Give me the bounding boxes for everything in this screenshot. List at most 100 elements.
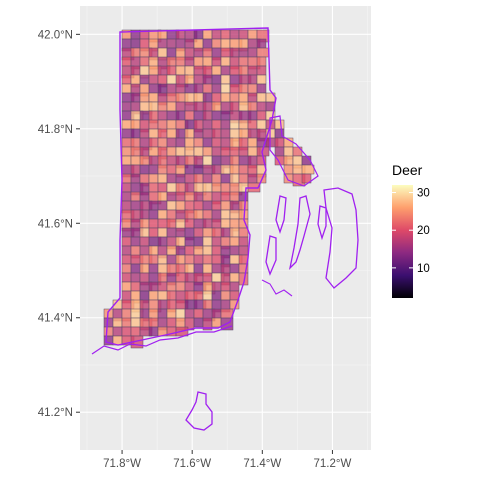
- deer-cell: [202, 110, 213, 121]
- deer-cell: [121, 245, 132, 256]
- deer-cell: [211, 74, 222, 85]
- deer-cell: [184, 218, 195, 229]
- deer-cell: [139, 74, 150, 85]
- deer-cell: [148, 218, 159, 229]
- deer-cell: [148, 119, 159, 130]
- deer-cell: [211, 38, 222, 49]
- deer-cell: [193, 128, 204, 139]
- deer-cell: [220, 29, 231, 40]
- deer-cell: [184, 254, 195, 265]
- deer-cell: [148, 263, 159, 274]
- deer-cell: [121, 263, 132, 274]
- deer-cell: [229, 119, 240, 130]
- deer-cell: [166, 56, 177, 67]
- deer-cell: [229, 227, 240, 238]
- deer-cell: [229, 29, 240, 40]
- deer-cell: [112, 326, 123, 337]
- deer-cell: [166, 173, 177, 184]
- island-outline: [323, 187, 359, 289]
- deer-cell: [211, 308, 222, 319]
- island-outline: [288, 195, 311, 270]
- deer-cell: [193, 209, 204, 220]
- deer-cell: [157, 200, 168, 211]
- south-shore-outline: [91, 325, 233, 355]
- deer-cell: [139, 92, 150, 103]
- deer-cell: [184, 164, 195, 175]
- deer-cell: [211, 317, 222, 328]
- deer-cell: [202, 47, 213, 58]
- deer-cell: [193, 83, 204, 94]
- state-outline: [91, 27, 359, 431]
- deer-cell: [256, 101, 267, 112]
- deer-cell: [202, 290, 213, 301]
- deer-cell: [202, 137, 213, 148]
- deer-cell: [157, 164, 168, 175]
- deer-cell: [175, 101, 186, 112]
- deer-cell: [202, 92, 213, 103]
- deer-cell: [220, 308, 234, 319]
- deer-cell: [148, 317, 159, 328]
- deer-cell: [211, 146, 222, 157]
- deer-cell: [238, 29, 249, 40]
- deer-cell: [274, 119, 285, 130]
- deer-cell: [220, 65, 231, 76]
- deer-cell: [166, 200, 177, 211]
- deer-cell: [211, 65, 222, 76]
- deer-cell: [157, 236, 168, 247]
- deer-cell: [193, 227, 204, 238]
- deer-cell: [211, 29, 222, 40]
- deer-cell: [148, 92, 159, 103]
- deer-cell: [175, 245, 186, 256]
- y-tick-label: 41.4°N: [38, 313, 73, 325]
- deer-cell: [148, 254, 159, 265]
- deer-cell: [238, 56, 249, 67]
- deer-cell: [157, 227, 168, 238]
- deer-cell: [229, 92, 240, 103]
- deer-cell: [247, 92, 258, 103]
- deer-cell: [274, 137, 285, 148]
- deer-cell: [175, 56, 186, 67]
- deer-cell: [175, 146, 186, 157]
- deer-cell: [238, 146, 249, 157]
- deer-cell: [157, 281, 168, 292]
- y-tick-label: 41.6°N: [38, 218, 73, 230]
- deer-cell: [238, 47, 249, 58]
- deer-cell: [184, 308, 195, 319]
- deer-cell: [175, 191, 186, 202]
- deer-cell: [211, 137, 222, 148]
- deer-cell: [202, 236, 213, 247]
- deer-cell: [211, 290, 222, 301]
- deer-cell: [211, 119, 222, 130]
- deer-cell: [274, 146, 285, 157]
- deer-cell: [229, 164, 240, 175]
- deer-cell: [229, 47, 240, 58]
- deer-cell: [202, 182, 213, 193]
- deer-cell: [121, 155, 132, 166]
- y-tick-label: 41.2°N: [38, 407, 73, 419]
- deer-cell: [148, 209, 159, 220]
- deer-cell: [148, 173, 159, 184]
- deer-cell: [184, 281, 195, 292]
- deer-cell: [166, 65, 177, 76]
- deer-cell: [139, 263, 150, 274]
- deer-cell: [283, 164, 294, 175]
- deer-cell: [175, 281, 186, 292]
- deer-cell: [193, 137, 204, 148]
- deer-cell: [193, 254, 204, 265]
- deer-cell: [238, 65, 249, 76]
- deer-cell: [121, 191, 132, 202]
- deer-cell: [193, 308, 204, 319]
- deer-cell: [220, 83, 231, 94]
- deer-cell: [211, 182, 222, 193]
- deer-cell: [184, 128, 195, 139]
- deer-cell: [166, 218, 177, 229]
- x-tick-label: 71.4°W: [243, 458, 281, 470]
- legend-title: Deer: [392, 162, 423, 178]
- deer-cell: [121, 236, 132, 247]
- deer-cell: [256, 83, 267, 94]
- deer-cell: [202, 245, 213, 256]
- deer-cell: [211, 200, 222, 211]
- deer-cell: [139, 164, 150, 175]
- deer-cell: [175, 137, 186, 148]
- deer-cell: [121, 182, 132, 193]
